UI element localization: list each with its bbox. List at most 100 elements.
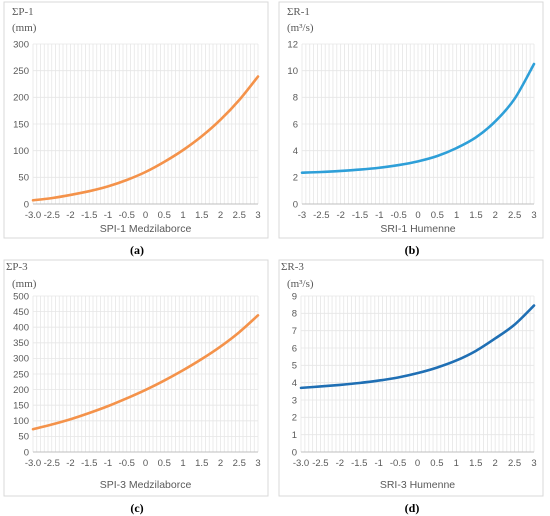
x-tick-label: -2 xyxy=(336,210,344,221)
y-axis-unit: (m³/s) xyxy=(287,278,314,290)
x-tick-label: -3.0 xyxy=(25,210,41,221)
x-tick-label: -3.0 xyxy=(293,458,309,469)
y-tick-label: 50 xyxy=(18,173,29,184)
x-axis-label: SRI-1 Humenne xyxy=(380,223,455,235)
x-tick-label: 0 xyxy=(415,458,420,469)
y-tick-label: 300 xyxy=(13,354,29,365)
chart-frame xyxy=(3,259,269,497)
chart-panel-a: 0 50 100 150 200 250 300 -3.0 -2.5 -2 -1.5 -1 -0.5 0 0… xyxy=(0,0,275,258)
y-axis-label: ΣR-1 xyxy=(287,6,310,18)
x-tick-label: -0.5 xyxy=(119,210,135,221)
chart-frame xyxy=(278,259,544,497)
y-tick-label: 7 xyxy=(292,326,297,337)
y-axis-unit: (mm) xyxy=(12,22,37,34)
chart-frame xyxy=(278,1,544,239)
x-axis-label: SPI-1 Medzilaborce xyxy=(100,223,192,235)
x-tick-label: -2 xyxy=(66,458,74,469)
x-tick-label: 2.5 xyxy=(508,210,521,221)
y-tick-label: 300 xyxy=(13,39,29,50)
y-tick-label: 0 xyxy=(292,447,297,458)
y-tick-label: 8 xyxy=(292,309,297,320)
x-tick-label: -0.5 xyxy=(119,458,135,469)
y-axis-label: ΣP-1 xyxy=(12,6,34,18)
x-tick-label: -1.5 xyxy=(351,458,367,469)
chart-panel-c: 0 50 100 150 200 250 300 350 400 450 500 -3.0 -2.5 -2… xyxy=(0,258,275,516)
x-tick-label: -1.5 xyxy=(352,210,368,221)
chart-frame xyxy=(3,1,269,239)
y-tick-label: 8 xyxy=(293,93,298,104)
y-tick-label: 6 xyxy=(292,343,297,354)
y-tick-label: 50 xyxy=(18,432,29,443)
x-tick-label: 1 xyxy=(180,458,185,469)
chart-panel-d: 0 1 2 3 4 5 6 7 8 9 -3.0 -2.5 -2 -1.5 -1 -0.5 0 0.5 1 1.5 2 2… xyxy=(275,258,550,516)
x-tick-label: -1.5 xyxy=(81,458,97,469)
y-tick-label: 100 xyxy=(13,416,29,427)
chart-svg: 0 2 4 6 8 10 12 -3 -2.5 -2 -1.5 -1 -0.5 0 0.5 1 1.5 2 2.5 3… xyxy=(278,1,544,257)
x-tick-label: 0.5 xyxy=(431,210,444,221)
x-tick-label: -1.5 xyxy=(81,210,97,221)
y-tick-label: 100 xyxy=(13,146,29,157)
y-tick-label: 0 xyxy=(24,199,29,210)
x-tick-label: -1 xyxy=(374,458,382,469)
x-tick-label: -2.5 xyxy=(313,210,329,221)
y-tick-label: 10 xyxy=(287,66,298,77)
x-tick-label: 2 xyxy=(218,458,223,469)
y-tick-label: 450 xyxy=(13,307,29,318)
x-tick-label: 2 xyxy=(218,210,223,221)
panel-caption: (d) xyxy=(405,501,420,515)
y-tick-label: 2 xyxy=(293,173,298,184)
x-tick-label: -2 xyxy=(336,458,344,469)
y-tick-label: 1 xyxy=(292,430,297,441)
y-tick-label: 6 xyxy=(293,119,298,130)
x-tick-label: -2.5 xyxy=(44,458,60,469)
y-tick-label: 350 xyxy=(13,338,29,349)
y-tick-label: 150 xyxy=(13,401,29,412)
x-tick-label: -2 xyxy=(66,210,74,221)
x-tick-label: 1 xyxy=(454,210,459,221)
y-tick-label: 0 xyxy=(293,199,298,210)
series-line xyxy=(31,75,260,202)
y-tick-label: 200 xyxy=(13,385,29,396)
x-axis-label: SPI-3 Medzilaborce xyxy=(100,479,192,491)
x-tick-label: 2.5 xyxy=(233,458,246,469)
series-line xyxy=(31,314,260,431)
y-tick-label: 4 xyxy=(292,378,297,389)
x-tick-label: 3 xyxy=(531,210,536,221)
y-tick-label: 12 xyxy=(287,39,298,50)
y-tick-label: 500 xyxy=(13,291,29,302)
x-tick-label: 2 xyxy=(493,210,498,221)
x-tick-label: 0.5 xyxy=(158,458,171,469)
x-tick-label: 1 xyxy=(180,210,185,221)
x-tick-label: 3 xyxy=(255,458,260,469)
panel-caption: (b) xyxy=(405,243,420,257)
x-tick-label: -1 xyxy=(375,210,383,221)
panel-caption: (c) xyxy=(130,501,143,515)
y-axis-unit: (m³/s) xyxy=(287,22,314,34)
y-tick-label: 200 xyxy=(13,93,29,104)
x-tick-label: 0 xyxy=(415,210,420,221)
y-tick-label: 250 xyxy=(13,66,29,77)
x-tick-label: 3 xyxy=(255,210,260,221)
series-line xyxy=(299,304,536,390)
y-tick-label: 0 xyxy=(24,447,29,458)
x-tick-label: -0.5 xyxy=(390,210,406,221)
series-line xyxy=(300,62,536,174)
x-tick-label: 1.5 xyxy=(195,210,208,221)
y-tick-label: 250 xyxy=(13,369,29,380)
y-tick-label: 3 xyxy=(292,395,297,406)
y-axis-label: ΣP-3 xyxy=(6,261,28,273)
x-tick-label: 2.5 xyxy=(508,458,521,469)
x-tick-label: 1.5 xyxy=(469,458,482,469)
y-tick-label: 400 xyxy=(13,323,29,334)
x-tick-label: -2.5 xyxy=(312,458,328,469)
x-tick-label: -3 xyxy=(298,210,306,221)
y-tick-label: 9 xyxy=(292,291,297,302)
x-tick-label: 2 xyxy=(493,458,498,469)
x-tick-label: 3 xyxy=(531,458,536,469)
y-tick-label: 2 xyxy=(292,413,297,424)
x-tick-label: 0.5 xyxy=(158,210,171,221)
y-axis-label: ΣR-3 xyxy=(281,261,304,273)
x-tick-label: 0 xyxy=(143,210,148,221)
x-tick-label: 2.5 xyxy=(233,210,246,221)
